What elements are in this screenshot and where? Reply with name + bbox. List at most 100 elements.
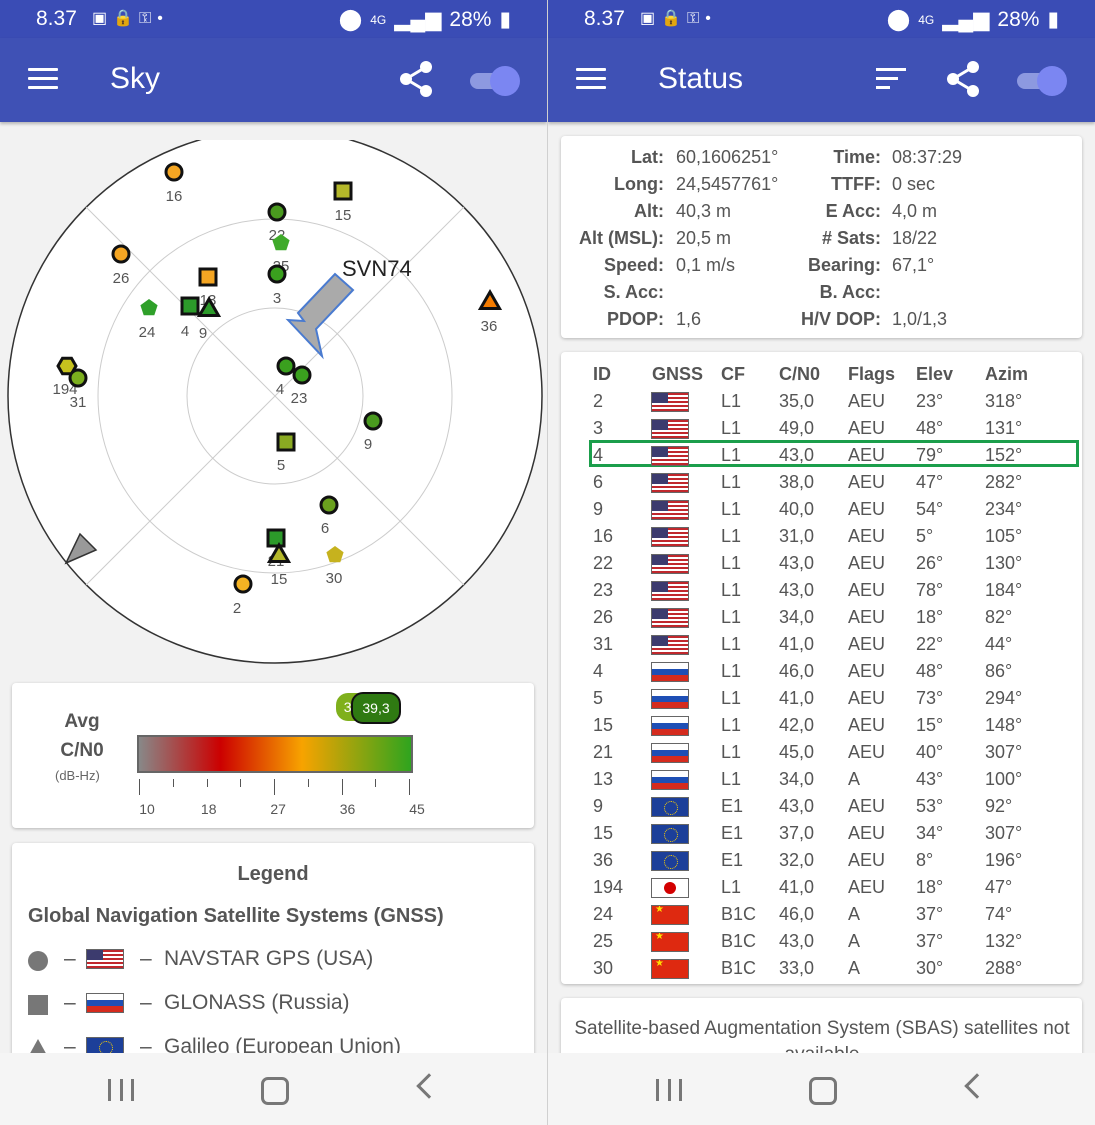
cn0-title-line1: Avg: [64, 711, 100, 732]
cell-elev: 26°: [916, 553, 944, 573]
satellite-circle-icon: 16: [164, 162, 184, 205]
table-row[interactable]: 4 L1 43,0 AEU 79° 152°: [561, 445, 1082, 472]
table-row[interactable]: 5 L1 41,0 AEU 73° 294°: [561, 688, 1082, 715]
cell-flags: AEU: [848, 526, 886, 546]
recents-icon-right[interactable]: [656, 1079, 682, 1101]
scale-tick-label: 18: [200, 801, 217, 817]
table-row[interactable]: 2 L1 35,0 AEU 23° 318°: [561, 391, 1082, 418]
table-row[interactable]: 15 E1 37,0 AEU 34° 307°: [561, 823, 1082, 850]
location-value: 67,1°: [892, 255, 935, 275]
cell-azim: 44°: [985, 634, 1013, 654]
cell-cn0: 49,0: [779, 418, 815, 438]
scale-tick: [375, 779, 377, 787]
cell-elev: 53°: [916, 796, 944, 816]
column-header[interactable]: Elev: [916, 364, 954, 384]
cell-id: 25: [593, 931, 614, 951]
sky-toggle[interactable]: [470, 65, 520, 96]
column-header[interactable]: C/N0: [779, 364, 821, 384]
table-row[interactable]: 22 L1 43,0 AEU 26° 130°: [561, 553, 1082, 580]
triangle-icon: [28, 1039, 48, 1057]
satellite-label: 23: [291, 390, 308, 407]
svn-annotation: SVN74: [342, 256, 412, 281]
cn0-title-line2: C/N0: [60, 740, 104, 761]
cell-cn0: 38,0: [779, 472, 815, 492]
cell-elev: 8°: [916, 850, 934, 870]
sort-icon[interactable]: [876, 68, 906, 90]
table-row[interactable]: 31 L1 41,0 AEU 22° 44°: [561, 634, 1082, 661]
cell-azim: 152°: [985, 445, 1023, 465]
cell-cn0: 42,0: [779, 715, 815, 735]
cell-id: 6: [593, 472, 604, 492]
status-time-right: 8.37: [584, 7, 625, 30]
table-row[interactable]: 23 L1 43,0 AEU 78° 184°: [561, 580, 1082, 607]
satellite-label: 194: [52, 381, 77, 398]
scale-tick: [274, 779, 275, 795]
table-row[interactable]: 9 L1 40,0 AEU 54° 234°: [561, 499, 1082, 526]
cell-azim: 86°: [985, 661, 1013, 681]
cell-cn0: 34,0: [779, 607, 815, 627]
table-row[interactable]: 9 E1 43,0 AEU 53° 92°: [561, 796, 1082, 823]
location-label: TTFF:: [831, 174, 881, 194]
cell-id: 24: [593, 904, 614, 924]
location-card: Lat: 60,1606251° Long: 24,5457761° Alt: 40,3 …: [561, 136, 1082, 338]
location-value: 4,0 m: [892, 201, 938, 221]
menu-icon[interactable]: [28, 68, 58, 92]
cell-elev: 23°: [916, 391, 944, 411]
cell-cf: L1: [721, 472, 742, 492]
satellite-circle-icon: 9: [363, 411, 383, 453]
table-row[interactable]: 15 L1 42,0 AEU 15° 148°: [561, 715, 1082, 742]
table-row[interactable]: 3 L1 49,0 AEU 48° 131°: [561, 418, 1082, 445]
cell-azim: 196°: [985, 850, 1023, 870]
table-row[interactable]: 21 L1 45,0 AEU 40° 307°: [561, 742, 1082, 769]
cell-azim: 130°: [985, 553, 1023, 573]
column-header[interactable]: Azim: [985, 364, 1029, 384]
back-icon-right[interactable]: [964, 1073, 990, 1099]
table-row[interactable]: 30 B1C 33,0 A 30° 288°: [561, 958, 1082, 985]
back-icon[interactable]: [416, 1073, 442, 1099]
table-row[interactable]: 13 L1 34,0 A 43° 100°: [561, 769, 1082, 796]
scale-tick-label: 36: [339, 801, 356, 817]
cell-flags: A: [848, 931, 861, 951]
legend-dash: –: [140, 947, 152, 970]
home-icon[interactable]: [261, 1077, 289, 1105]
cell-flags: AEU: [848, 823, 886, 843]
sky-app-bar: Sky: [0, 38, 547, 122]
table-row[interactable]: 36 E1 32,0 AEU 8° 196°: [561, 850, 1082, 877]
flag-us-icon: [651, 554, 689, 574]
menu-icon-right[interactable]: [576, 68, 606, 92]
cn0-marker-in-view-label: 39,3: [362, 700, 390, 716]
cell-cn0: 43,0: [779, 931, 815, 951]
battery-level-right: 28%: [997, 7, 1040, 31]
status-screen: 8.37 ▣🔒⚿• ⬤ 4G ▂▄▆ 28% ▮ Status Lat: 60,1…: [548, 0, 1095, 1125]
table-row[interactable]: 16 L1 31,0 AEU 5° 105°: [561, 526, 1082, 553]
cell-flags: AEU: [848, 634, 886, 654]
table-row[interactable]: 6 L1 38,0 AEU 47° 282°: [561, 472, 1082, 499]
cell-flags: AEU: [848, 418, 886, 438]
share-icon[interactable]: [398, 60, 434, 98]
cell-id: 15: [593, 715, 614, 735]
legend-dash: –: [64, 1035, 76, 1058]
share-icon-right[interactable]: [945, 60, 981, 98]
table-row[interactable]: 194 L1 41,0 AEU 18° 47°: [561, 877, 1082, 904]
status-toggle[interactable]: [1017, 65, 1067, 96]
table-row[interactable]: 25 B1C 43,0 A 37° 132°: [561, 931, 1082, 958]
signal-icon-right: ▂▄▆: [942, 8, 990, 31]
table-row[interactable]: 26 L1 34,0 AEU 18° 82°: [561, 607, 1082, 634]
sky-title: Sky: [110, 62, 161, 95]
flag-ru-icon: [651, 662, 689, 682]
recents-icon[interactable]: [108, 1079, 134, 1101]
table-row[interactable]: 4 L1 46,0 AEU 48° 86°: [561, 661, 1082, 688]
column-header[interactable]: GNSS: [652, 364, 704, 384]
cell-cf: L1: [721, 445, 742, 465]
column-header[interactable]: CF: [721, 364, 745, 384]
home-icon-right[interactable]: [809, 1077, 837, 1105]
table-row[interactable]: 24 B1C 46,0 A 37° 74°: [561, 904, 1082, 931]
cell-elev: 78°: [916, 580, 944, 600]
cell-flags: A: [848, 769, 861, 789]
cell-id: 194: [593, 877, 624, 897]
cell-azim: 307°: [985, 823, 1023, 843]
column-header[interactable]: Flags: [848, 364, 896, 384]
cell-cn0: 43,0: [779, 445, 815, 465]
cell-cn0: 40,0: [779, 499, 815, 519]
column-header[interactable]: ID: [593, 364, 611, 384]
